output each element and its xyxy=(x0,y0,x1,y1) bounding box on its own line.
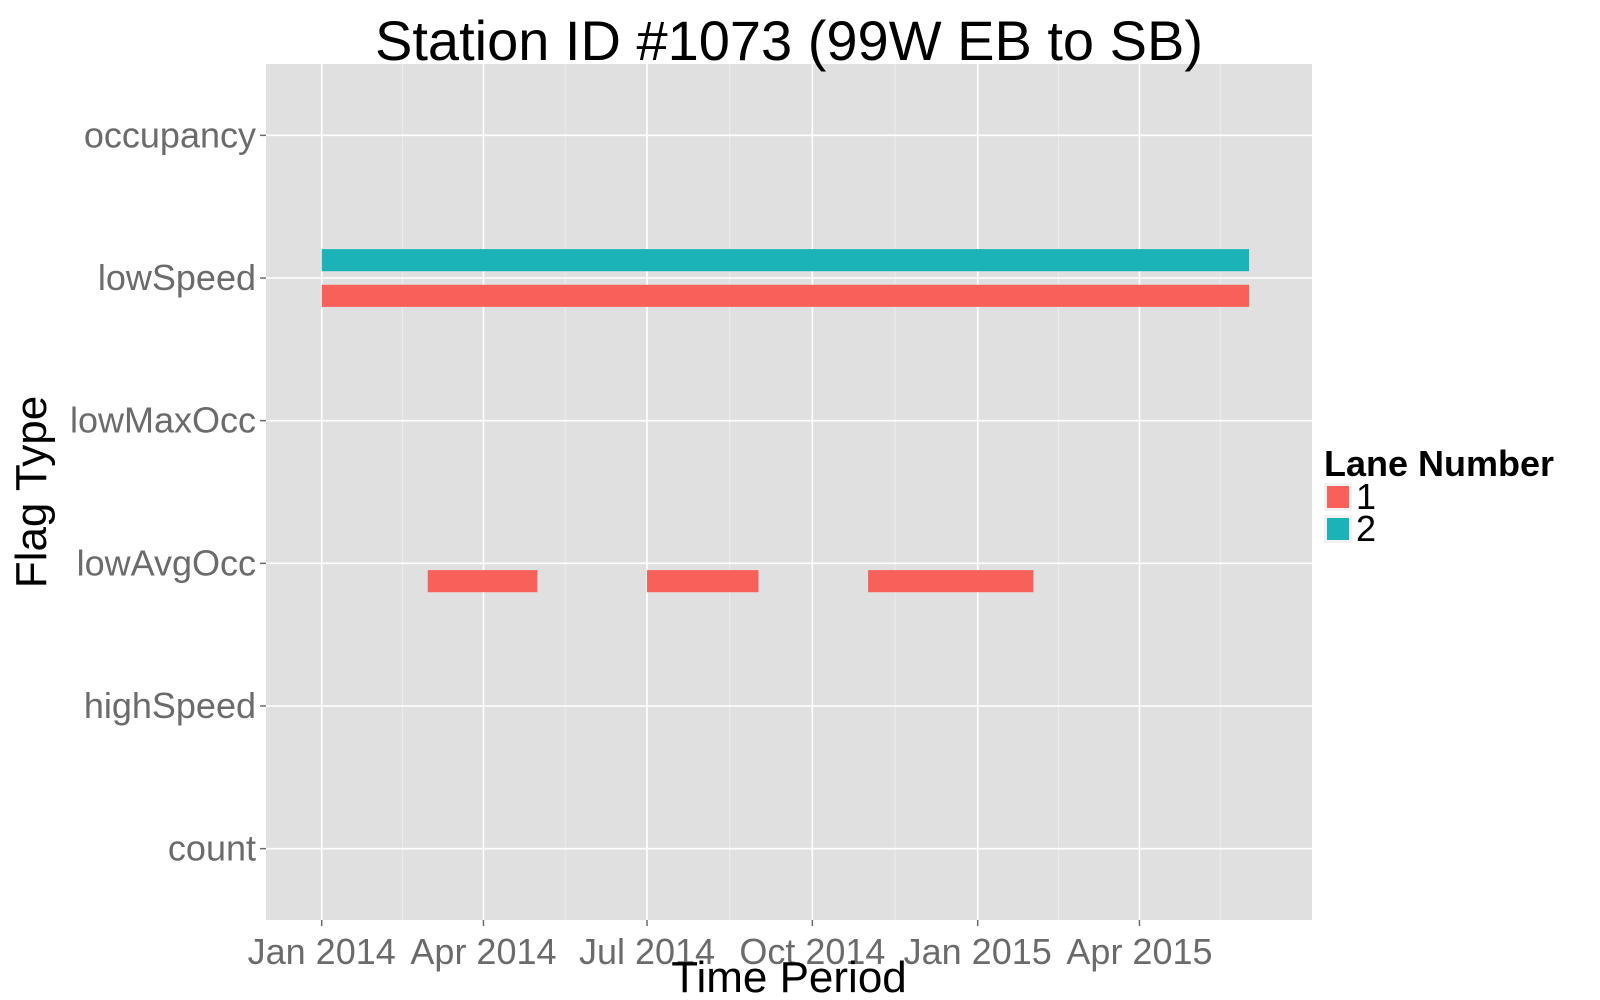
segment-lane-1-lowAvgOcc xyxy=(868,570,1034,593)
legend-title: Lane Number xyxy=(1324,443,1554,484)
x-tick-label: Jul 2014 xyxy=(579,931,715,972)
y-tick-label: lowSpeed xyxy=(98,257,256,298)
y-tick-label: highSpeed xyxy=(84,685,256,726)
plot-panel xyxy=(266,64,1312,920)
legend: Lane Number 12 xyxy=(1324,443,1554,549)
x-axis: Jan 2014 Apr 2014 Jul 2014 Oct 2014 Jan 2015… xyxy=(248,920,1213,972)
legend-label-2: 2 xyxy=(1356,508,1376,549)
x-tick-label: Apr 2015 xyxy=(1066,931,1212,972)
flag-segments xyxy=(321,249,1250,593)
x-axis-title: Time Period xyxy=(671,953,907,1000)
segment-lane-2-lowSpeed xyxy=(321,249,1250,272)
y-tick-label: lowAvgOcc xyxy=(77,542,256,583)
y-tick-label: count xyxy=(168,828,256,869)
legend-swatch-1 xyxy=(1327,486,1349,508)
minor-gridlines xyxy=(402,64,1221,920)
segment-lane-1-lowAvgOcc xyxy=(427,570,538,593)
x-tick-label: Jan 2015 xyxy=(904,931,1052,972)
y-tick-label: occupancy xyxy=(84,114,256,155)
x-tick-label: Oct 2014 xyxy=(739,931,885,972)
x-tick-label: Apr 2014 xyxy=(410,931,556,972)
segment-lane-1-lowSpeed xyxy=(321,284,1250,307)
y-tick-label: lowMaxOcc xyxy=(70,400,256,441)
x-tick-label: Jan 2014 xyxy=(248,931,396,972)
chart-title: Station ID #1073 (99W EB to SB) xyxy=(375,9,1203,72)
y-axis-title: Flag Type xyxy=(7,396,56,588)
y-axis: count highSpeed lowAvgOcc lowMaxOcc lowSpeed… xyxy=(70,114,266,869)
legend-swatch-2 xyxy=(1327,518,1349,540)
segment-lane-1-lowAvgOcc xyxy=(647,570,759,593)
legend-label-1: 1 xyxy=(1356,476,1376,517)
major-gridlines xyxy=(266,64,1312,920)
